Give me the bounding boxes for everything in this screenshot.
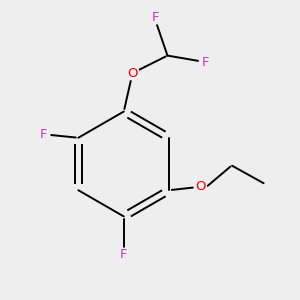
Text: F: F <box>152 11 159 24</box>
Text: F: F <box>40 128 47 141</box>
Text: F: F <box>202 56 210 69</box>
Text: O: O <box>127 67 138 80</box>
Text: F: F <box>120 248 127 261</box>
Text: O: O <box>195 180 206 193</box>
